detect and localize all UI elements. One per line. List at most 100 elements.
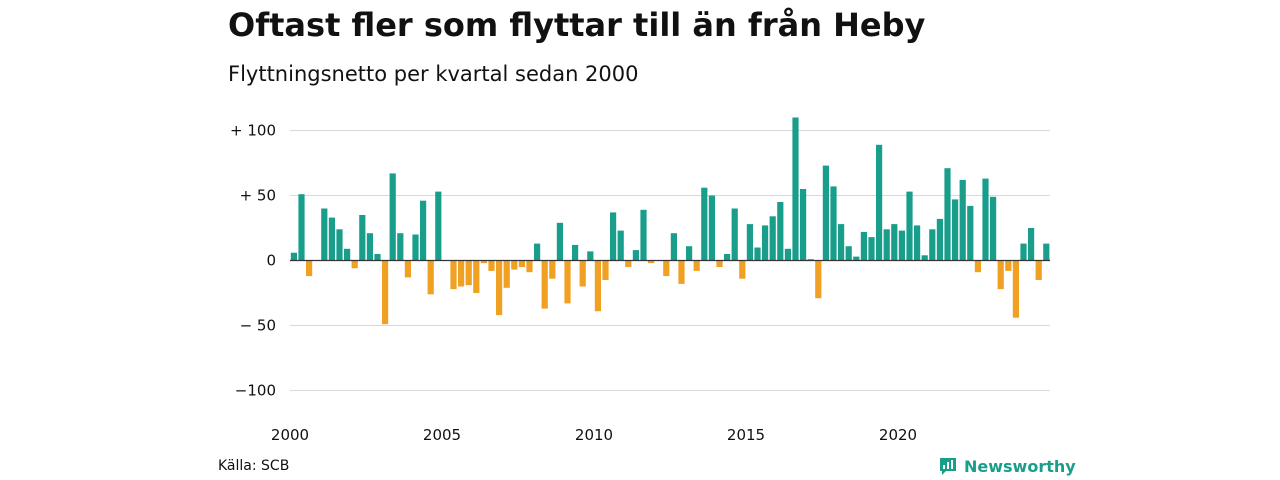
bar	[678, 260, 685, 284]
bar	[488, 260, 495, 271]
bar	[792, 117, 799, 261]
bar	[336, 229, 343, 261]
y-tick-label: −100	[235, 382, 276, 400]
bar	[526, 260, 533, 273]
bar	[473, 260, 480, 293]
y-tick-label: + 100	[230, 122, 276, 140]
bar	[549, 260, 556, 279]
bar	[1005, 260, 1012, 271]
bar	[997, 260, 1004, 290]
bar	[572, 244, 579, 261]
bar	[321, 208, 328, 261]
bar	[503, 260, 510, 288]
bar	[587, 251, 594, 261]
bar	[382, 260, 389, 325]
bar	[921, 255, 928, 261]
bar	[579, 260, 586, 287]
chart-title: Oftast fler som flyttar till än från Heb…	[228, 6, 926, 44]
bar	[868, 237, 875, 261]
x-tick-label: 2010	[575, 426, 613, 444]
bar	[328, 217, 335, 261]
bar	[594, 260, 601, 312]
bar	[480, 260, 487, 264]
bar	[290, 252, 297, 261]
bar	[351, 260, 358, 269]
bar	[898, 230, 905, 261]
bar	[906, 191, 913, 261]
bar	[784, 248, 791, 261]
bar	[959, 179, 966, 261]
axis-layer: + 100 + 50 0 − 50 −100 2000 2005 2010 2015 2020	[230, 122, 1050, 444]
bar	[815, 260, 822, 299]
bar	[534, 243, 541, 261]
brand-name: Newsworthy	[964, 456, 1076, 476]
bar	[762, 225, 769, 261]
bar	[663, 260, 670, 277]
y-tick-label: − 50	[240, 317, 276, 335]
bar	[458, 260, 465, 287]
bar	[1012, 260, 1019, 318]
bar	[952, 199, 959, 261]
bar	[708, 195, 715, 261]
bar	[496, 260, 503, 316]
bar	[670, 233, 677, 261]
bar	[564, 260, 571, 304]
bar	[731, 208, 738, 261]
bar	[397, 233, 404, 261]
bar	[404, 260, 411, 278]
bar	[465, 260, 472, 286]
bar	[511, 260, 518, 270]
bar	[427, 260, 434, 295]
bar	[1020, 243, 1027, 261]
bar	[853, 256, 860, 261]
bar	[807, 259, 814, 261]
bar	[1043, 243, 1050, 261]
bar	[306, 260, 313, 277]
bar	[838, 224, 845, 261]
y-tick-label: + 50	[240, 187, 276, 205]
bar	[344, 248, 351, 261]
bar	[625, 260, 632, 267]
bar	[845, 246, 852, 261]
bar	[891, 224, 898, 261]
bar	[359, 215, 366, 261]
bar	[632, 250, 639, 261]
source-note: Källa: SCB	[218, 458, 290, 474]
bar	[739, 260, 746, 279]
x-tick-label: 2000	[271, 426, 309, 444]
bar	[800, 189, 807, 261]
y-tick-label: 0	[266, 252, 276, 270]
bar	[982, 178, 989, 261]
bar	[974, 260, 981, 273]
bar	[944, 168, 951, 261]
x-tick-label: 2005	[423, 426, 461, 444]
bar	[648, 260, 655, 264]
bar	[914, 225, 921, 261]
bar	[967, 205, 974, 261]
bar	[518, 260, 525, 267]
grid-layer	[290, 130, 1050, 391]
bar	[686, 246, 693, 261]
bar-layer	[290, 117, 1050, 325]
x-tick-label: 2015	[727, 426, 765, 444]
bar	[602, 260, 609, 280]
bar	[435, 191, 442, 261]
bar	[701, 187, 708, 261]
bar	[754, 247, 761, 261]
bar	[936, 218, 943, 261]
bar	[1035, 260, 1042, 280]
brand-logo[interactable]: Newsworthy	[938, 456, 1076, 476]
bar	[412, 234, 419, 261]
bar	[556, 222, 563, 261]
bar	[822, 165, 829, 261]
bar	[830, 186, 837, 261]
bar	[990, 196, 997, 261]
bar	[420, 200, 427, 261]
bar	[389, 173, 396, 261]
bar	[746, 224, 753, 261]
bar	[693, 260, 700, 271]
bar	[876, 144, 883, 261]
bar	[374, 254, 381, 261]
x-tick-label: 2020	[879, 426, 917, 444]
